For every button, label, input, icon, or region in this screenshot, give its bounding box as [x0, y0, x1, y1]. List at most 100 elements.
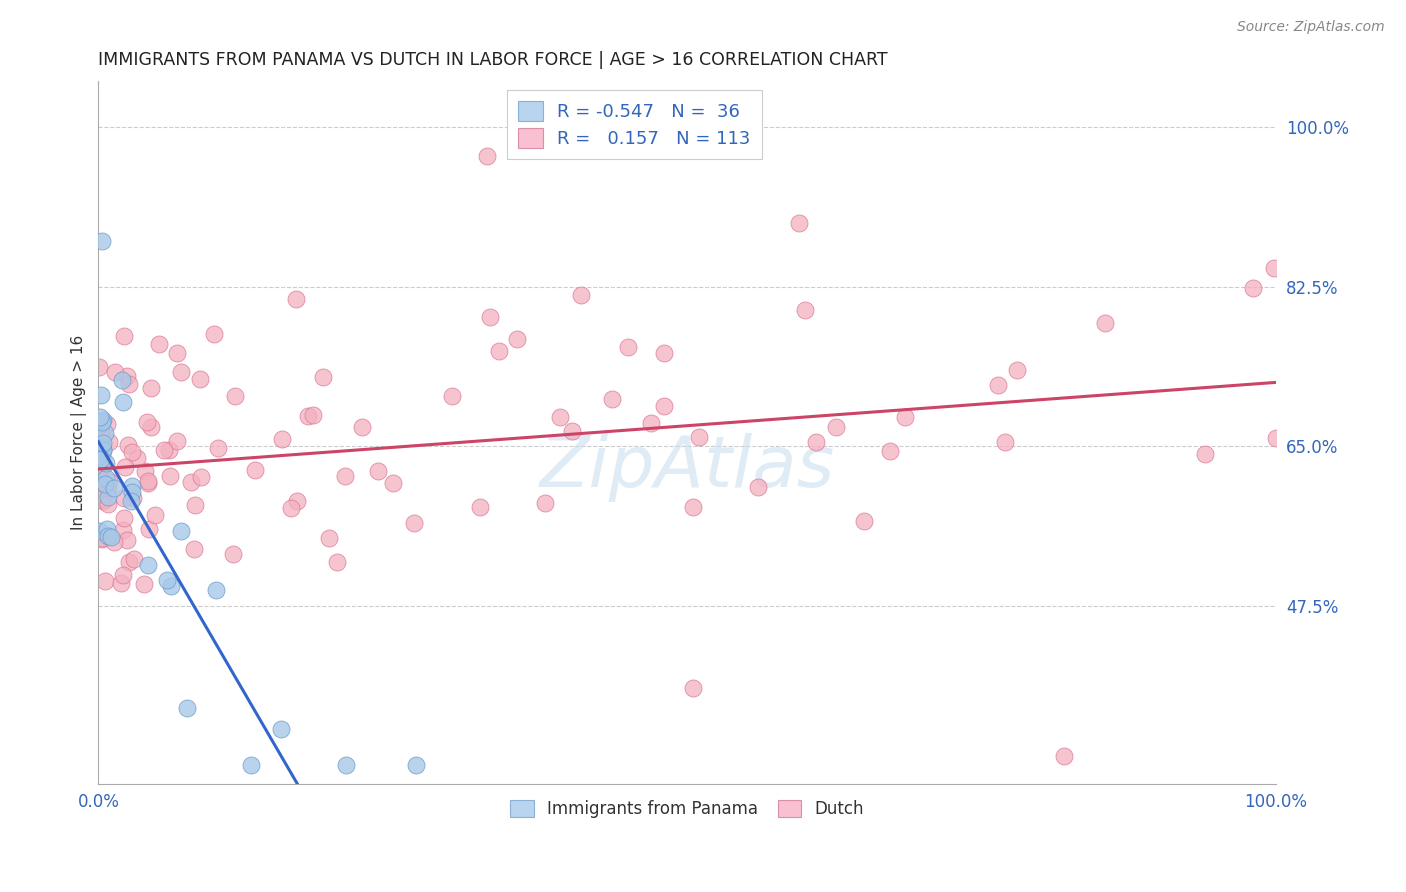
Y-axis label: In Labor Force | Age > 16: In Labor Force | Age > 16	[72, 334, 87, 530]
Point	[205, 583, 228, 598]
Point	[93, 443, 115, 458]
Point	[159, 469, 181, 483]
Point	[91, 531, 114, 545]
Point	[183, 542, 205, 557]
Point	[91, 532, 114, 546]
Point	[90, 439, 112, 453]
Point	[893, 409, 915, 424]
Point	[91, 493, 114, 508]
Point	[90, 424, 112, 438]
Point	[117, 437, 139, 451]
Point	[505, 332, 527, 346]
Point	[115, 368, 138, 383]
Point	[136, 475, 159, 490]
Point	[114, 460, 136, 475]
Point	[89, 482, 111, 496]
Point	[475, 149, 498, 163]
Point	[682, 500, 704, 515]
Point	[87, 524, 110, 538]
Point	[98, 474, 121, 488]
Point	[382, 476, 405, 491]
Point	[90, 491, 112, 506]
Point	[114, 329, 136, 343]
Point	[367, 464, 389, 478]
Point	[93, 574, 115, 589]
Point	[91, 435, 114, 450]
Point	[285, 494, 308, 508]
Point	[118, 556, 141, 570]
Text: Source: ZipAtlas.com: Source: ZipAtlas.com	[1237, 20, 1385, 34]
Point	[747, 480, 769, 494]
Point	[1094, 316, 1116, 330]
Point	[91, 416, 114, 430]
Point	[91, 440, 114, 454]
Point	[97, 435, 120, 450]
Point	[115, 533, 138, 547]
Point	[87, 359, 110, 374]
Point	[139, 380, 162, 394]
Point	[825, 419, 848, 434]
Point	[97, 528, 120, 542]
Point	[994, 434, 1017, 449]
Point	[1005, 362, 1028, 376]
Point	[787, 216, 810, 230]
Point	[533, 496, 555, 510]
Point	[103, 535, 125, 549]
Point	[333, 468, 356, 483]
Point	[188, 372, 211, 386]
Point	[91, 442, 114, 457]
Point	[89, 410, 111, 425]
Text: IMMIGRANTS FROM PANAMA VS DUTCH IN LABOR FORCE | AGE > 16 CORRELATION CHART: IMMIGRANTS FROM PANAMA VS DUTCH IN LABOR…	[98, 51, 889, 69]
Point	[441, 389, 464, 403]
Point	[166, 434, 188, 449]
Point	[148, 336, 170, 351]
Point	[111, 374, 134, 388]
Point	[136, 475, 159, 489]
Point	[136, 558, 159, 572]
Point	[170, 366, 193, 380]
Point	[1265, 431, 1288, 445]
Point	[132, 577, 155, 591]
Point	[97, 497, 120, 511]
Point	[87, 472, 110, 486]
Point	[110, 576, 132, 591]
Point	[617, 340, 640, 354]
Point	[104, 365, 127, 379]
Point	[550, 409, 572, 424]
Point	[405, 758, 427, 772]
Point	[794, 303, 817, 318]
Point	[91, 412, 114, 426]
Point	[89, 440, 111, 454]
Point	[111, 568, 134, 582]
Point	[270, 722, 292, 736]
Point	[90, 447, 112, 461]
Point	[134, 464, 156, 478]
Point	[94, 456, 117, 470]
Point	[640, 416, 662, 430]
Point	[121, 491, 143, 505]
Point	[112, 491, 135, 506]
Point	[297, 409, 319, 424]
Point	[138, 522, 160, 536]
Point	[190, 470, 212, 484]
Point	[561, 424, 583, 438]
Point	[350, 420, 373, 434]
Point	[94, 425, 117, 440]
Point	[804, 435, 827, 450]
Point	[97, 481, 120, 495]
Text: ZipAtlas: ZipAtlas	[540, 434, 835, 502]
Point	[312, 370, 335, 384]
Point	[1194, 447, 1216, 461]
Point	[879, 444, 901, 458]
Point	[153, 442, 176, 457]
Point	[122, 552, 145, 566]
Point	[180, 475, 202, 489]
Point	[176, 701, 198, 715]
Point	[94, 477, 117, 491]
Point	[326, 555, 349, 569]
Point	[1263, 261, 1285, 276]
Point	[478, 310, 501, 324]
Point	[112, 394, 135, 409]
Point	[103, 481, 125, 495]
Point	[243, 462, 266, 476]
